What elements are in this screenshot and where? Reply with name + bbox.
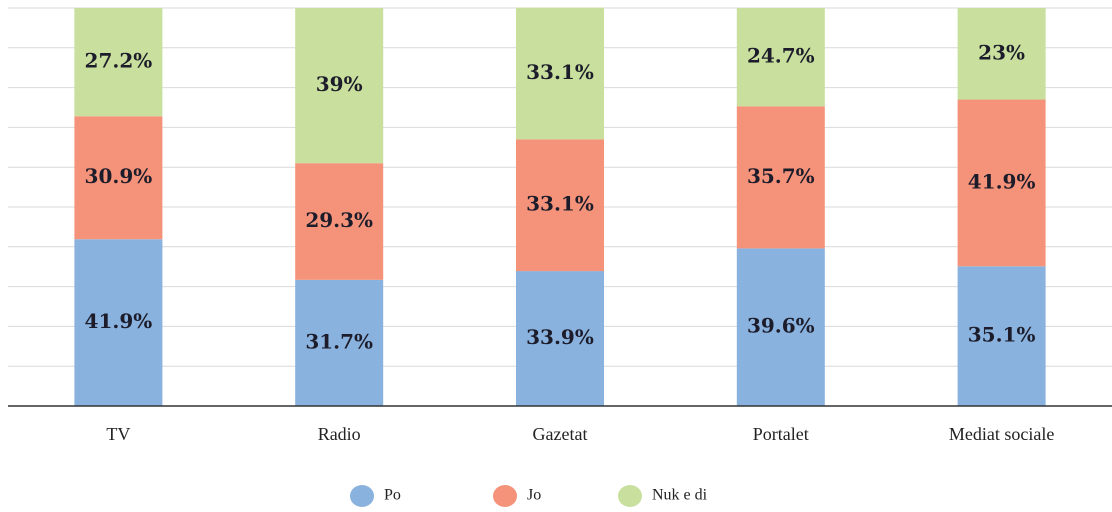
x-tick-label: Portalet xyxy=(753,424,809,444)
legend-marker xyxy=(493,485,517,507)
legend-label: Nuk e di xyxy=(652,487,708,504)
data-label: 33.9% xyxy=(526,325,594,349)
data-label: 33.1% xyxy=(526,192,594,216)
data-label: 39% xyxy=(316,72,363,96)
bar-segment xyxy=(295,8,384,164)
data-label: 33.1% xyxy=(526,60,594,84)
data-label: 39.6% xyxy=(747,314,815,338)
bar-segment xyxy=(516,7,604,140)
bar-segment xyxy=(295,279,384,406)
data-label: 35.7% xyxy=(747,164,815,188)
bar-segment xyxy=(736,248,825,406)
data-label: 41.9% xyxy=(85,309,153,333)
x-tick-label: Radio xyxy=(318,424,361,444)
bar-segment xyxy=(516,139,604,272)
bar-segment xyxy=(74,239,163,406)
data-label: 27.2% xyxy=(85,49,153,73)
data-label: 41.9% xyxy=(968,169,1036,193)
bar-segment xyxy=(736,106,825,249)
x-tick-label: TV xyxy=(106,424,130,444)
data-label: 35.1% xyxy=(968,323,1036,347)
x-tick-label: Mediat sociale xyxy=(949,424,1054,444)
bar-segment xyxy=(957,8,1046,100)
bar-segment xyxy=(74,116,163,240)
data-label: 23% xyxy=(978,40,1025,64)
data-label: 29.3% xyxy=(305,208,373,232)
legend-marker xyxy=(618,485,642,507)
bar-segment xyxy=(74,8,163,117)
bar-segment xyxy=(295,163,384,280)
data-label: 24.7% xyxy=(747,44,815,68)
bar-segment xyxy=(736,8,825,107)
bar-segment xyxy=(957,99,1046,267)
legend-label: Jo xyxy=(527,487,541,504)
bar-segment xyxy=(957,266,1046,406)
data-label: 30.9% xyxy=(85,164,153,188)
bar-segment xyxy=(516,271,604,406)
legend-label: Po xyxy=(384,487,401,504)
x-tick-label: Gazetat xyxy=(533,424,588,444)
legend-marker xyxy=(350,485,374,507)
data-label: 31.7% xyxy=(305,329,373,353)
